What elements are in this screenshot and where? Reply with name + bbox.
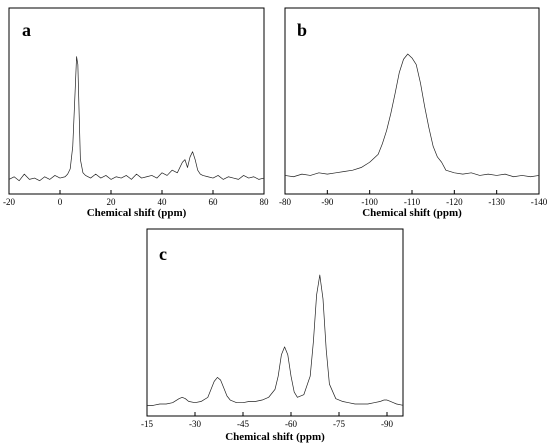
x-axis-label-b: Chemical shift (ppm) <box>362 207 462 219</box>
panel-letter-a: a <box>22 20 31 40</box>
x-tick-label-b: -90 <box>321 197 333 207</box>
plot-frame-c <box>146 228 404 417</box>
x-tick-label-c: -45 <box>237 419 249 429</box>
x-tick-label-c: -60 <box>285 419 297 429</box>
x-tick-label-a: 0 <box>58 197 63 207</box>
x-tick-label-b: -80 <box>279 197 291 207</box>
spectrum-line-b <box>284 53 540 178</box>
chart-b-svg: -80 -90 -100 -110 -120 -130 -140 Chemical shift… <box>279 7 548 219</box>
x-axis-label-c: Chemical shift (ppm) <box>225 431 325 443</box>
x-tick-label-a: 80 <box>260 197 270 207</box>
x-tick-label-a: 20 <box>107 197 117 207</box>
x-tick-label-b: -120 <box>446 197 463 207</box>
x-tick-label-a: -20 <box>3 197 15 207</box>
panel-a: -20 0 20 40 60 80 Chemical shift (ppm) a <box>0 0 275 222</box>
panel-letter-b: b <box>297 20 307 40</box>
x-tick-label-b: -100 <box>361 197 378 207</box>
x-tick-label-c: -75 <box>333 419 345 429</box>
chart-c-svg: -15 -30 -45 -60 -75 -90 Chemical shift (ppm) c <box>141 228 404 443</box>
x-tick-label-a: 40 <box>158 197 168 207</box>
x-tick-label-c: -90 <box>381 419 393 429</box>
panel-c: -15 -30 -45 -60 -75 -90 Chemical shift (ppm) c <box>133 224 418 448</box>
panel-b: -80 -90 -100 -110 -120 -130 -140 Chemical shift… <box>275 0 550 222</box>
chart-a-svg: -20 0 20 40 60 80 Chemical shift (ppm) a <box>3 7 270 219</box>
x-tick-label-c: -15 <box>141 419 153 429</box>
plot-frame-a <box>8 7 265 195</box>
x-tick-label-b: -130 <box>488 197 505 207</box>
x-tick-label-c: -30 <box>189 419 201 429</box>
plot-frame-b <box>284 7 540 195</box>
panel-letter-c: c <box>159 244 167 264</box>
x-tick-label-b: -140 <box>531 197 548 207</box>
spectrum-line-a <box>8 56 265 182</box>
x-tick-label-a: 60 <box>209 197 219 207</box>
spectrum-line-c <box>147 274 404 406</box>
x-axis-label-a: Chemical shift (ppm) <box>87 207 187 219</box>
x-tick-label-b: -110 <box>404 197 421 207</box>
